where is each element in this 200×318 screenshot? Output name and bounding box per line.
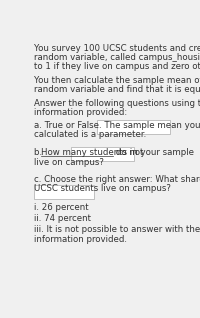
Text: You survey 100 UCSC students and create a: You survey 100 UCSC students and create … bbox=[34, 44, 200, 53]
Text: You then calculate the sample mean of this: You then calculate the sample mean of th… bbox=[34, 76, 200, 85]
Text: i. 26 percent: i. 26 percent bbox=[34, 203, 89, 212]
Text: ii. 74 percent: ii. 74 percent bbox=[34, 214, 91, 223]
Text: calculated is a parameter.: calculated is a parameter. bbox=[34, 130, 147, 139]
Text: do not: do not bbox=[113, 149, 143, 157]
Text: Answer the following questions using the: Answer the following questions using the bbox=[34, 99, 200, 107]
Text: a. True or False. The sample mean you: a. True or False. The sample mean you bbox=[34, 121, 200, 130]
Text: How many students in your sample: How many students in your sample bbox=[41, 149, 194, 157]
Text: live on campus?: live on campus? bbox=[34, 157, 104, 167]
Text: b.: b. bbox=[34, 149, 45, 157]
Text: information provided.: information provided. bbox=[34, 235, 127, 244]
Text: iii. It is not possible to answer with the: iii. It is not possible to answer with t… bbox=[34, 225, 200, 234]
FancyBboxPatch shape bbox=[34, 185, 94, 199]
Text: c. Choose the right answer: What share of: c. Choose the right answer: What share o… bbox=[34, 175, 200, 184]
Text: random variable, called campus_housing, equal: random variable, called campus_housing, … bbox=[34, 53, 200, 62]
Text: random variable and find that it is equal to 0.74: random variable and find that it is equa… bbox=[34, 85, 200, 94]
FancyBboxPatch shape bbox=[97, 120, 170, 134]
Text: to 1 if they live on campus and zero otherwise.: to 1 if they live on campus and zero oth… bbox=[34, 62, 200, 72]
Text: UCSC students live on campus?: UCSC students live on campus? bbox=[34, 184, 171, 193]
FancyBboxPatch shape bbox=[71, 147, 134, 161]
Text: information provided:: information provided: bbox=[34, 108, 128, 117]
